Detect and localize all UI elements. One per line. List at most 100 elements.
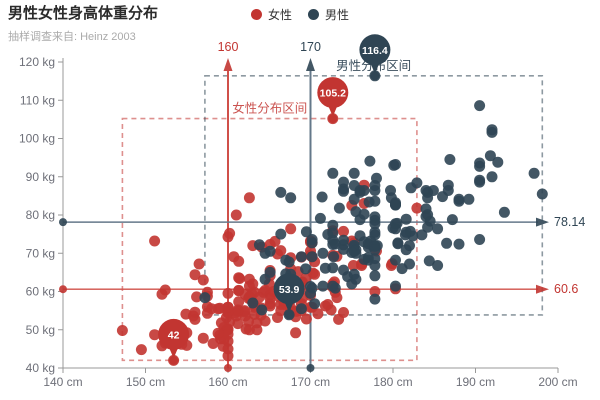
scatter-point-女性[interactable] <box>222 350 234 362</box>
scatter-point-男性[interactable] <box>486 124 498 136</box>
scatter-point-男性[interactable] <box>264 245 276 257</box>
scatter-point-女性[interactable] <box>411 202 423 214</box>
mark-point-42[interactable]: 42 <box>158 318 190 365</box>
scatter-point-女性[interactable] <box>331 292 343 304</box>
mark-point-116.4[interactable]: 116.4 <box>359 34 391 81</box>
scatter-point-男性[interactable] <box>492 156 504 168</box>
scatter-point-男性[interactable] <box>432 260 444 271</box>
scatter-point-男性[interactable] <box>295 303 307 315</box>
scatter-point-女性[interactable] <box>275 305 287 317</box>
scatter-point-女性[interactable] <box>290 327 302 339</box>
scatter-point-男性[interactable] <box>275 228 287 240</box>
scatter-point-女性[interactable] <box>212 327 224 339</box>
scatter-point-男性[interactable] <box>444 154 456 165</box>
scatter-point-男性[interactable] <box>441 237 453 249</box>
scatter-point-男性[interactable] <box>328 251 340 263</box>
scatter-point-男性[interactable] <box>309 298 321 310</box>
scatter-point-男性[interactable] <box>390 199 401 211</box>
scatter-point-男性[interactable] <box>392 238 404 250</box>
scatter-point-男性[interactable] <box>316 191 328 203</box>
scatter-point-男性[interactable] <box>385 185 396 196</box>
scatter-point-女性[interactable] <box>285 223 297 235</box>
scatter-point-女性[interactable] <box>275 245 287 257</box>
scatter-point-男性[interactable] <box>338 234 349 246</box>
scatter-point-女性[interactable] <box>193 258 205 270</box>
scatter-point-女性[interactable] <box>300 273 312 284</box>
scatter-point-女性[interactable] <box>243 192 255 204</box>
scatter-point-男性[interactable] <box>348 245 360 257</box>
scatter-point-男性[interactable] <box>369 218 381 230</box>
scatter-point-女性[interactable] <box>233 296 245 308</box>
scatter-point-男性[interactable] <box>390 159 401 170</box>
scatter-point-女性[interactable] <box>333 313 345 325</box>
scatter-point-男性[interactable] <box>348 268 360 280</box>
scatter-point-男性[interactable] <box>285 192 297 204</box>
scatter-point-男性[interactable] <box>314 212 326 224</box>
scatter-point-女性[interactable] <box>197 274 209 286</box>
scatter-point-男性[interactable] <box>369 226 381 238</box>
scatter-point-男性[interactable] <box>264 266 276 278</box>
scatter-point-男性[interactable] <box>363 196 375 208</box>
scatter-point-男性[interactable] <box>306 234 318 245</box>
scatter-point-男性[interactable] <box>295 251 307 263</box>
scatter-point-女性[interactable] <box>243 280 255 292</box>
scatter-point-男性[interactable] <box>405 182 417 194</box>
scatter-point-男性[interactable] <box>364 155 376 167</box>
scatter-point-女性[interactable] <box>159 284 171 296</box>
scatter-point-男性[interactable] <box>536 188 548 200</box>
scatter-point-女性[interactable] <box>233 272 245 284</box>
scatter-point-男性[interactable] <box>446 214 458 226</box>
scatter-point-女性[interactable] <box>300 313 312 325</box>
scatter-point-男性[interactable] <box>390 280 401 292</box>
scatter-point-男性[interactable] <box>317 247 329 259</box>
scatter-point-男性[interactable] <box>369 270 381 282</box>
scatter-point-男性[interactable] <box>422 209 434 221</box>
scatter-point-男性[interactable] <box>317 280 329 292</box>
scatter-point-男性[interactable] <box>400 244 412 256</box>
legend-item-女性[interactable]: 女性 <box>250 6 292 23</box>
mark-point-105.2[interactable]: 105.2 <box>317 77 349 124</box>
scatter-point-女性[interactable] <box>149 329 161 341</box>
scatter-point-女性[interactable] <box>309 268 321 280</box>
scatter-point-男性[interactable] <box>528 167 540 179</box>
scatter-point-男性[interactable] <box>474 176 486 188</box>
scatter-point-女性[interactable] <box>264 292 276 304</box>
scatter-point-男性[interactable] <box>300 226 312 238</box>
scatter-point-男性[interactable] <box>404 225 416 237</box>
scatter-point-男性[interactable] <box>199 292 211 304</box>
scatter-point-女性[interactable] <box>197 332 209 344</box>
scatter-point-男性[interactable] <box>256 304 268 316</box>
scatter-point-男性[interactable] <box>348 180 360 191</box>
scatter-point-女性[interactable] <box>207 338 219 349</box>
scatter-point-女性[interactable] <box>228 251 240 263</box>
scatter-point-男性[interactable] <box>327 219 339 231</box>
scatter-point-男性[interactable] <box>369 260 381 271</box>
scatter-point-男性[interactable] <box>306 282 318 294</box>
scatter-point-女性[interactable] <box>347 260 359 271</box>
legend-item-男性[interactable]: 男性 <box>308 6 349 23</box>
scatter-point-女性[interactable] <box>369 286 381 297</box>
scatter-point-女性[interactable] <box>338 225 349 237</box>
scatter-point-男性[interactable] <box>369 180 381 191</box>
scatter-point-男性[interactable] <box>253 239 265 251</box>
scatter-point-女性[interactable] <box>212 303 224 315</box>
scatter-point-男性[interactable] <box>474 100 486 112</box>
scatter-point-女性[interactable] <box>243 324 255 336</box>
scatter-point-男性[interactable] <box>390 254 401 266</box>
scatter-point-男性[interactable] <box>474 160 486 172</box>
scatter-point-男性[interactable] <box>283 256 295 268</box>
scatter-point-男性[interactable] <box>453 238 465 250</box>
scatter-point-男性[interactable] <box>416 229 428 241</box>
scatter-point-女性[interactable] <box>201 301 213 313</box>
scatter-point-女性[interactable] <box>222 287 234 299</box>
scatter-point-男性[interactable] <box>327 167 339 179</box>
scatter-point-男性[interactable] <box>319 262 331 274</box>
scatter-point-男性[interactable] <box>442 185 454 196</box>
scatter-point-男性[interactable] <box>463 193 475 205</box>
scatter-point-女性[interactable] <box>222 301 234 313</box>
scatter-point-男性[interactable] <box>338 176 349 188</box>
scatter-point-男性[interactable] <box>422 186 434 198</box>
scatter-point-男性[interactable] <box>474 234 486 245</box>
scatter-point-女性[interactable] <box>116 325 128 336</box>
scatter-point-男性[interactable] <box>300 263 312 275</box>
